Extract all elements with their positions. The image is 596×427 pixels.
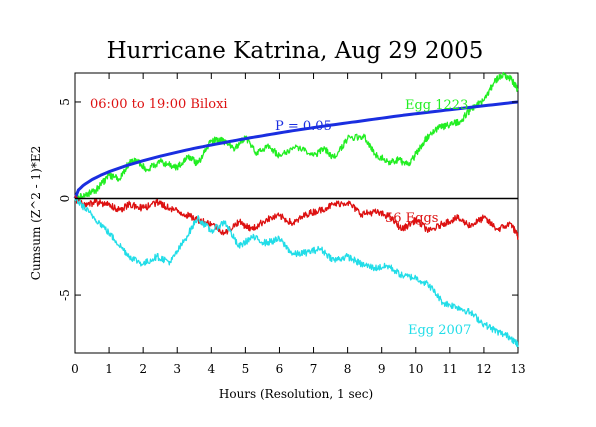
chart-title: Hurricane Katrina, Aug 29 2005 [107, 38, 484, 64]
period-annotation: 06:00 to 19:00 Biloxi [90, 97, 228, 112]
x-tick-label: 13 [510, 362, 525, 376]
x-tick-label: 8 [344, 362, 352, 376]
series-label-egg-2007: Egg 2007 [408, 323, 471, 338]
x-tick-label: 2 [139, 362, 147, 376]
x-tick-label: 5 [242, 362, 250, 376]
x-tick-label: 3 [173, 362, 181, 376]
plot-frame [74, 72, 519, 354]
x-tick-label: 1 [105, 362, 113, 376]
y-tick-label: 5 [58, 98, 72, 106]
y-axis-label: Cumsum (Z^2 - 1)*E2 [29, 146, 43, 280]
x-axis-label: Hours (Resolution, 1 sec) [219, 387, 373, 401]
x-tick-label: 10 [408, 362, 423, 376]
series-line-56-eggs [74, 195, 519, 241]
x-tick-label: 11 [442, 362, 457, 376]
x-tick-label: 9 [378, 362, 386, 376]
series-line-egg-2007 [74, 197, 519, 348]
x-tick-label: 4 [207, 362, 215, 376]
x-tick-label: 0 [71, 362, 79, 376]
x-tick-label: 7 [310, 362, 318, 376]
series-line-p-0-05 [73, 100, 519, 200]
x-tick-label: 12 [476, 362, 491, 376]
x-tick-label: 6 [276, 362, 284, 376]
series-line-egg-1223 [74, 71, 519, 201]
y-tick-label: -5 [58, 289, 72, 301]
series-label-56-eggs: 56 Eggs [385, 211, 438, 226]
y-tick-label: 0 [58, 195, 72, 203]
significance-label: P = 0.05 [275, 119, 332, 134]
series-label-egg-1223: Egg 1223 [405, 98, 468, 113]
